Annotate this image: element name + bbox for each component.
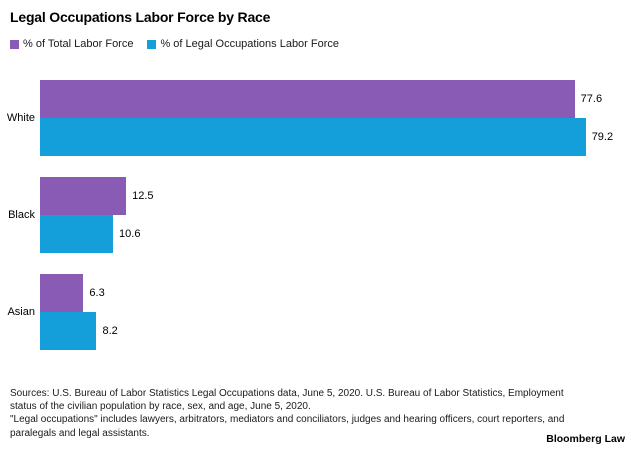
bar-white--of-total-labor-force xyxy=(40,80,575,118)
bar-white--of-legal-occupations-labor-force xyxy=(40,118,586,156)
value-label-asian--of-legal-occupations-labor-force: 8.2 xyxy=(102,325,118,337)
legend: % of Total Labor Force % of Legal Occupa… xyxy=(10,38,339,50)
legend-label: % of Total Labor Force xyxy=(23,38,134,50)
bar-chart: White 77.6 79.2 Black 12.5 10.6 Asian 6.3 8.2 xyxy=(0,80,633,352)
source-line: "Legal occupations" includes lawyers, ar… xyxy=(10,414,565,426)
legend-swatch-blue-icon xyxy=(147,39,157,49)
legend-swatch-purple-icon xyxy=(10,39,19,49)
value-label-white--of-total-labor-force: 77.6 xyxy=(580,93,603,105)
bar-asian--of-legal-occupations-labor-force xyxy=(40,312,97,350)
value-label-white--of-legal-occupations-labor-force: 79.2 xyxy=(591,131,614,143)
source-line: status of the civilian population by rac… xyxy=(10,401,311,413)
brand-logo: Bloomberg Law xyxy=(546,433,625,445)
source-line: Sources: U.S. Bureau of Labor Statistics… xyxy=(10,388,564,399)
value-label-black--of-total-labor-force: 12.5 xyxy=(132,190,154,202)
legend-label: % of Legal Occupations Labor Force xyxy=(160,38,340,50)
category-label-asian: Asian xyxy=(7,306,35,318)
value-label-black--of-legal-occupations-labor-force: 10.6 xyxy=(119,228,141,240)
category-label-white: White xyxy=(6,112,35,124)
bar-asian--of-total-labor-force xyxy=(40,274,84,312)
source-line: paralegals and legal assistants. xyxy=(10,427,150,439)
bar-black--of-legal-occupations-labor-force xyxy=(40,215,114,253)
source-note: Sources: U.S. Bureau of Labor Statistics… xyxy=(10,387,564,440)
chart-title: Legal Occupations Labor Force by Race xyxy=(10,9,271,25)
category-label-black: Black xyxy=(8,209,35,221)
legend-item-total-labor-force: % of Total Labor Force xyxy=(10,38,133,50)
legend-item-legal-occupations: % of Legal Occupations Labor Force xyxy=(147,38,339,50)
value-label-asian--of-total-labor-force: 6.3 xyxy=(89,287,105,299)
bar-black--of-total-labor-force xyxy=(40,177,127,215)
